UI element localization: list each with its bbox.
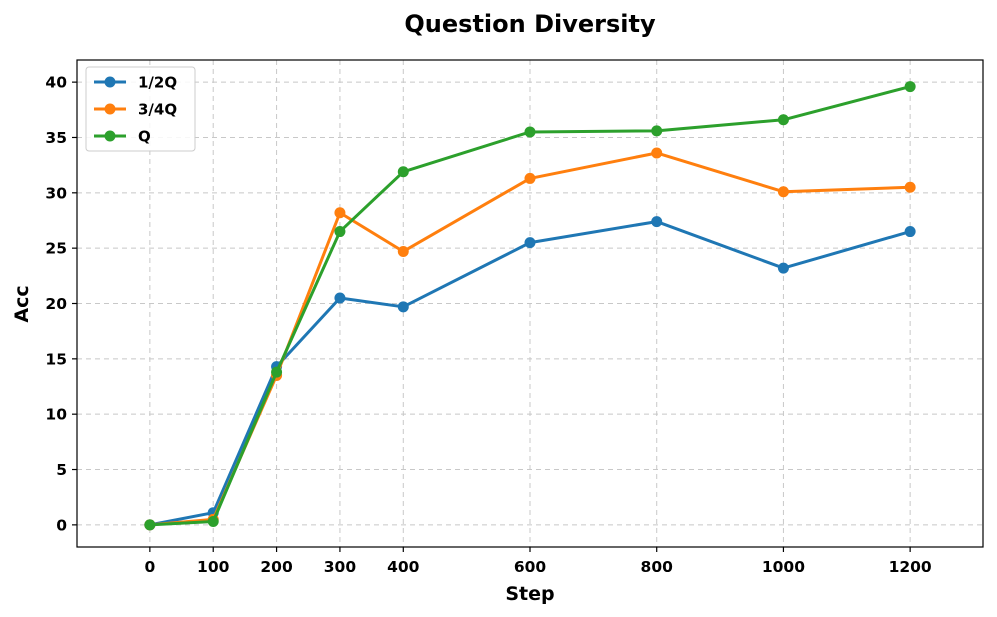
x-tick-label: 100 bbox=[197, 558, 230, 576]
data-point bbox=[777, 114, 789, 126]
data-point bbox=[144, 519, 156, 531]
chart-title: Question Diversity bbox=[404, 10, 656, 38]
y-tick-label: 25 bbox=[45, 240, 67, 258]
y-tick-label: 0 bbox=[56, 516, 67, 534]
y-tick-label: 10 bbox=[45, 406, 67, 424]
y-axis-label: Acc bbox=[11, 285, 33, 322]
y-tick-label: 35 bbox=[45, 129, 67, 147]
legend-label: Q bbox=[138, 128, 151, 146]
legend-swatch-marker bbox=[104, 130, 116, 142]
legend-swatch-marker bbox=[104, 103, 116, 115]
axes: 0 100 200 300 400 600 800 1000 1200 0 5 10 15 20 25 30 3… bbox=[45, 59, 984, 576]
data-point bbox=[271, 366, 283, 378]
data-point bbox=[397, 245, 409, 257]
x-tick-label: 800 bbox=[641, 558, 674, 576]
y-tick-label: 40 bbox=[45, 74, 67, 92]
series-layer bbox=[144, 81, 916, 531]
data-point bbox=[904, 81, 916, 93]
data-point bbox=[904, 181, 916, 193]
data-point bbox=[397, 166, 409, 178]
y-tick-label: 5 bbox=[56, 461, 67, 479]
data-point bbox=[651, 125, 663, 137]
legend-box bbox=[85, 66, 196, 152]
x-tick-label: 0 bbox=[144, 558, 155, 576]
y-tick-label: 20 bbox=[45, 295, 67, 313]
legend-swatch-marker bbox=[104, 76, 116, 88]
x-tick-label: 300 bbox=[324, 558, 357, 576]
data-point bbox=[334, 207, 346, 219]
x-tick-label: 600 bbox=[514, 558, 547, 576]
y-tick-label: 30 bbox=[45, 184, 67, 202]
y-tick-label: 15 bbox=[45, 350, 67, 368]
data-point bbox=[334, 292, 346, 304]
data-point bbox=[777, 186, 789, 198]
data-point bbox=[334, 226, 346, 238]
data-point bbox=[207, 516, 219, 528]
data-point bbox=[524, 172, 536, 184]
data-point bbox=[397, 301, 409, 313]
data-point bbox=[524, 126, 536, 138]
x-tick-label: 1000 bbox=[762, 558, 805, 576]
data-point bbox=[904, 226, 916, 238]
legend-label: 1/2Q bbox=[138, 74, 177, 92]
data-point bbox=[524, 237, 536, 249]
legend-label: 3/4Q bbox=[138, 101, 177, 119]
x-tick-label: 200 bbox=[260, 558, 293, 576]
data-point bbox=[651, 216, 663, 228]
data-point bbox=[651, 147, 663, 159]
data-point bbox=[777, 262, 789, 274]
x-tick-label: 1200 bbox=[889, 558, 932, 576]
x-axis-label: Step bbox=[505, 583, 554, 605]
legend: 1/2Q 3/4Q Q bbox=[85, 66, 196, 152]
x-tick-label: 400 bbox=[387, 558, 420, 576]
